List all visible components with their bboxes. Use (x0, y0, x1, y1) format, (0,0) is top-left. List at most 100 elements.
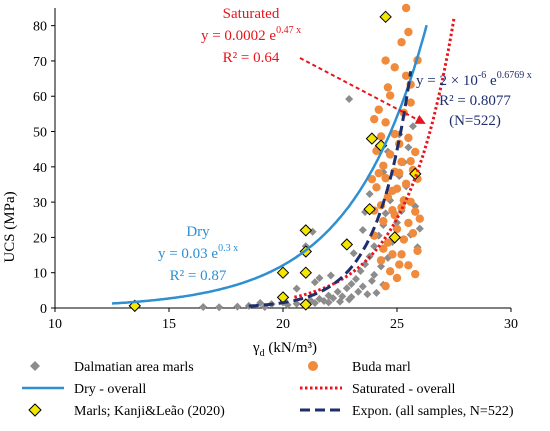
buda-point (401, 3, 411, 13)
kanji-point (299, 266, 313, 279)
dalmatian-point (381, 209, 390, 218)
all-equation: y = 2 × 10-6 e0.6769 x (416, 70, 532, 89)
buda-point (381, 281, 390, 291)
legend-label: Dry - overall (74, 382, 146, 397)
buda-point (411, 147, 420, 157)
buda-point (397, 38, 406, 47)
buda-point (390, 129, 399, 139)
dalmatian-point (361, 260, 370, 269)
buda-point (372, 183, 381, 192)
buda-point (415, 214, 424, 223)
saturated-curve (294, 18, 456, 299)
buda-point (397, 157, 406, 167)
dalmatian-point (372, 288, 381, 297)
dalmatian-point (367, 276, 376, 285)
x-tick-label: 20 (276, 317, 290, 332)
buda-point (411, 269, 420, 279)
dry-equation: y = 0.03 e0.3 x (158, 243, 238, 262)
data-marks (128, 3, 424, 313)
buda-point (385, 91, 395, 100)
buda-point (397, 250, 406, 259)
kanji-point (388, 231, 401, 244)
all-eq-mid: e (486, 73, 497, 89)
dalmatian-point (358, 226, 367, 234)
dalmatian-point (342, 284, 351, 293)
dalmatian-point (310, 278, 319, 287)
saturated-arrow (299, 57, 426, 124)
buda-point (367, 174, 377, 184)
dry-eq-exp: 0.3 x (218, 243, 238, 254)
kanji-point (128, 299, 142, 313)
buda-point (388, 250, 397, 259)
legend-label: Dalmatian area marls (74, 360, 194, 375)
all-n: (N=522) (449, 113, 501, 129)
kanji-point (379, 10, 392, 24)
buda-point (406, 98, 415, 107)
x-axis-label: γd (kN/m³) (252, 340, 317, 359)
legend-label: Expon. (all samples, N=522) (352, 404, 514, 419)
buda-point (379, 244, 388, 253)
buda-point (399, 235, 409, 244)
y-tick-label: 30 (33, 196, 47, 211)
dalmatian-point (315, 274, 324, 282)
dalmatian-point (415, 224, 424, 233)
dalmatian-point (333, 287, 342, 296)
y-tick-label: 0 (40, 302, 47, 317)
all-eq-exp: 0.6769 x (497, 70, 532, 81)
saturated-r2: R² = 0.64 (223, 50, 280, 66)
y-tick-label: 60 (33, 90, 47, 105)
buda-point (404, 218, 413, 228)
x-tick-label: 15 (162, 317, 176, 332)
buda-point (406, 156, 415, 166)
y-tick-label: 80 (33, 20, 47, 35)
saturated-equation: y = 0.0002 e0.47 x (201, 25, 301, 44)
dalmatian-point (363, 290, 372, 299)
buda-point (374, 105, 383, 114)
buda-point (376, 256, 386, 265)
x-label-subscript: d (260, 348, 265, 359)
trend-curves (111, 18, 456, 308)
dalmatian-point (233, 302, 242, 311)
dalmatian-point (354, 287, 363, 296)
kanji-point (340, 238, 354, 251)
dalmatian-point (351, 275, 360, 284)
buda-point (383, 83, 393, 92)
dalmatian-point (199, 302, 208, 311)
buda-point (411, 207, 420, 216)
buda-point (388, 186, 397, 196)
saturated-eq-base: y = 0.0002 e (201, 28, 276, 44)
dalmatian-point (324, 298, 333, 307)
buda-point (381, 56, 390, 65)
buda-point (404, 27, 413, 37)
all-eq-base: y = 2 × 10 (416, 73, 478, 89)
kanji-point (363, 202, 376, 216)
dalmatian-point (326, 271, 335, 280)
legend-symbol (28, 403, 42, 417)
buda-point (370, 114, 379, 124)
all-r2: R² = 0.8077 (439, 93, 511, 109)
dalmatian-point (292, 284, 301, 293)
x-tick-label: 25 (390, 317, 404, 332)
dalmatian-point (408, 122, 417, 131)
buda-point (374, 168, 383, 178)
dalmatian-point (345, 95, 354, 104)
dalmatian-point (338, 292, 347, 301)
dalmatian-point (365, 190, 374, 198)
buda-point (392, 224, 402, 234)
dalmatian-point (215, 303, 224, 312)
buda-point (404, 261, 413, 270)
x-label-symbol: γ (252, 340, 260, 356)
kanji-point (299, 298, 313, 311)
y-tick-label: 50 (33, 126, 47, 141)
buda-point (395, 168, 404, 178)
buda-point (383, 192, 393, 202)
buda-point (395, 260, 404, 269)
legend-label: Buda marl (352, 360, 411, 375)
legend-label: Marls; Kanji&Leão (2020) (74, 404, 225, 419)
buda-point (408, 228, 418, 238)
all-eq-mid-exp: -6 (478, 70, 486, 81)
dry-curve (111, 24, 428, 305)
buda-point (383, 238, 393, 247)
